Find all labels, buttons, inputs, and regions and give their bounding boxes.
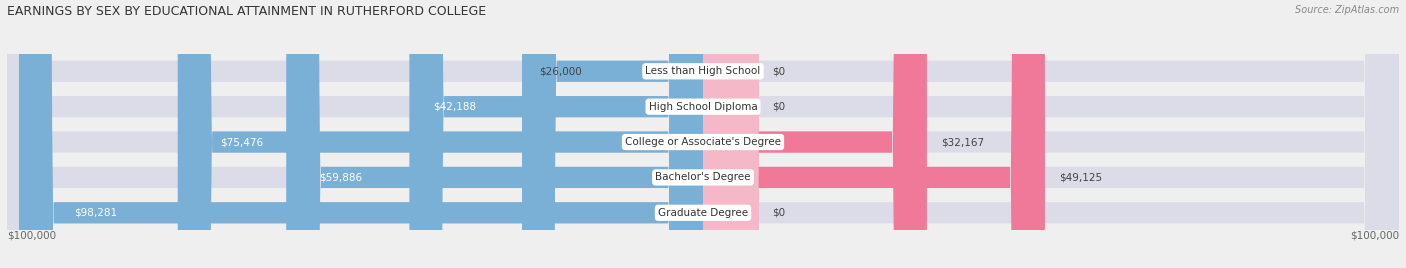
FancyBboxPatch shape [703,0,759,268]
Text: $0: $0 [773,66,786,76]
FancyBboxPatch shape [7,0,1399,268]
FancyBboxPatch shape [409,0,703,268]
Text: $75,476: $75,476 [219,137,263,147]
FancyBboxPatch shape [7,0,1399,268]
FancyBboxPatch shape [287,0,703,268]
FancyBboxPatch shape [703,0,759,268]
Text: $59,886: $59,886 [319,172,363,183]
Text: Less than High School: Less than High School [645,66,761,76]
FancyBboxPatch shape [20,0,703,268]
Text: $100,000: $100,000 [7,230,56,240]
Text: Source: ZipAtlas.com: Source: ZipAtlas.com [1295,5,1399,15]
Text: $49,125: $49,125 [1059,172,1102,183]
Text: $98,281: $98,281 [73,208,117,218]
Text: High School Diploma: High School Diploma [648,102,758,112]
Text: $42,188: $42,188 [433,102,477,112]
Text: $32,167: $32,167 [941,137,984,147]
Text: $26,000: $26,000 [540,66,582,76]
FancyBboxPatch shape [522,0,703,268]
FancyBboxPatch shape [703,0,1045,268]
FancyBboxPatch shape [7,0,1399,268]
Text: EARNINGS BY SEX BY EDUCATIONAL ATTAINMENT IN RUTHERFORD COLLEGE: EARNINGS BY SEX BY EDUCATIONAL ATTAINMEN… [7,5,486,18]
FancyBboxPatch shape [177,0,703,268]
FancyBboxPatch shape [7,0,1399,268]
Text: Graduate Degree: Graduate Degree [658,208,748,218]
FancyBboxPatch shape [7,0,1399,268]
FancyBboxPatch shape [703,0,927,268]
Text: Bachelor's Degree: Bachelor's Degree [655,172,751,183]
FancyBboxPatch shape [703,0,759,268]
Text: $100,000: $100,000 [1350,230,1399,240]
Text: $0: $0 [773,102,786,112]
Text: College or Associate's Degree: College or Associate's Degree [626,137,780,147]
Text: $0: $0 [773,208,786,218]
